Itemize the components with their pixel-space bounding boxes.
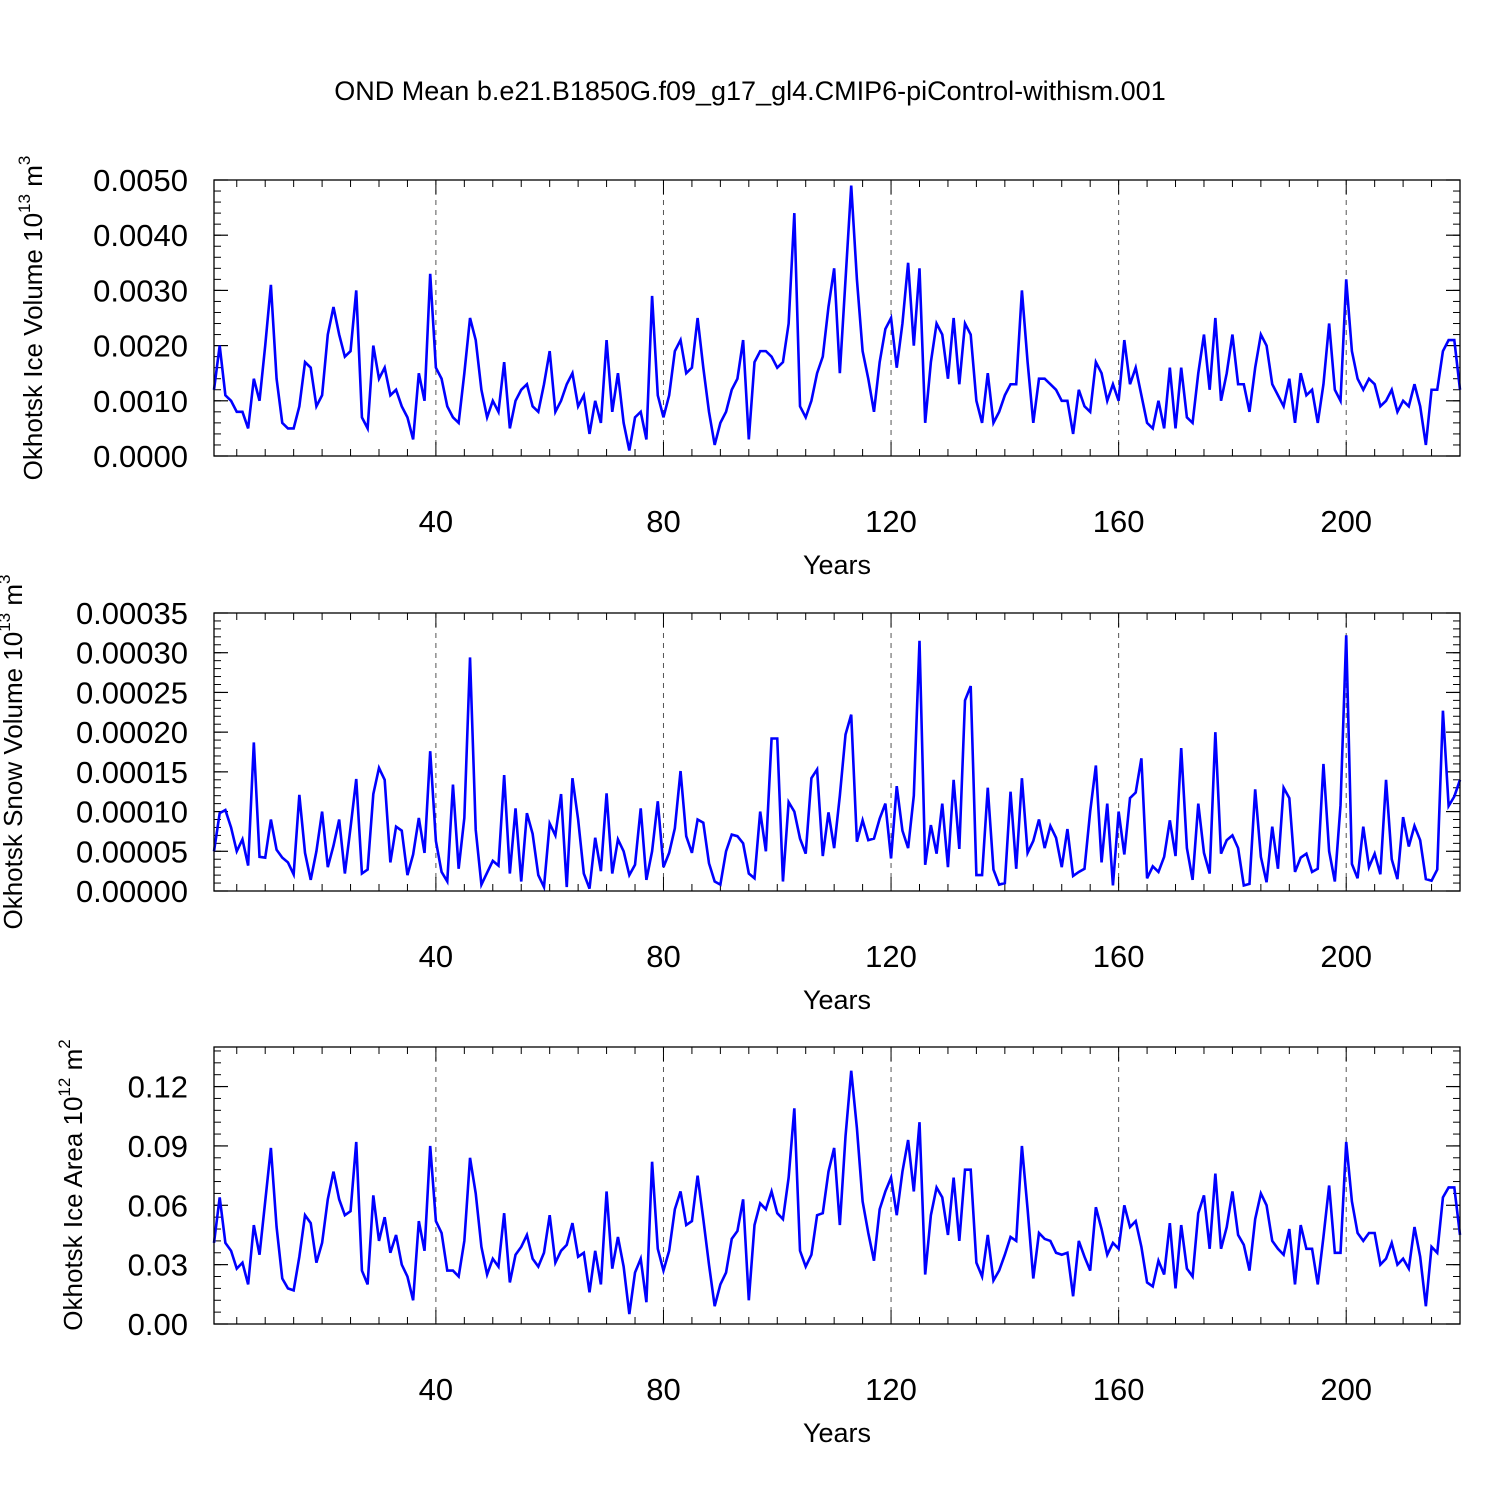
y-axis-label: Okhotsk Ice Volume 1013 m3 — [15, 156, 48, 481]
x-tick-label: 160 — [1093, 939, 1145, 974]
x-tick-label: 200 — [1320, 504, 1372, 539]
series-line-ice-volume — [212, 185, 1462, 451]
series-line-snow-volume — [212, 635, 1462, 892]
x-tick-label: 40 — [419, 1372, 453, 1407]
x-axis-label: Years — [803, 985, 871, 1015]
y-tick-label: 0.06 — [128, 1188, 188, 1223]
y-tick-label: 0.0030 — [93, 273, 188, 308]
panel-ice-area: 0.00 0.03 0.06 0.09 0.12 40 80 120 160 200 Years Ok… — [55, 1039, 1462, 1448]
y-tick-label: 0.00025 — [76, 675, 188, 710]
y-tick-label: 0.00 — [128, 1307, 188, 1342]
panel-snow-volume: 0.00000 0.00005 0.00010 0.00015 0.00020 0.000… — [0, 575, 1462, 1015]
x-tick-label: 80 — [646, 1372, 680, 1407]
x-tick-label: 120 — [865, 504, 917, 539]
plot-frame — [213, 179, 1461, 457]
y-tick-label: 0.00030 — [76, 636, 188, 671]
plot-frame — [213, 1046, 1461, 1325]
y-tick-label: 0.12 — [128, 1070, 188, 1105]
y-tick-label: 0.00005 — [76, 834, 188, 869]
x-tick-label: 80 — [646, 939, 680, 974]
y-tick-label: 0.0050 — [93, 163, 188, 198]
x-tick-label: 80 — [646, 504, 680, 539]
x-tick-label: 160 — [1093, 1372, 1145, 1407]
y-tick-label: 0.09 — [128, 1129, 188, 1164]
y-tick-label: 0.03 — [128, 1248, 188, 1283]
y-tick-label: 0.0010 — [93, 384, 188, 419]
y-tick-label: 0.0040 — [93, 218, 188, 253]
x-tick-label: 40 — [419, 504, 453, 539]
page-title: OND Mean b.e21.B1850G.f09_g17_gl4.CMIP6-… — [334, 76, 1166, 106]
y-tick-label: 0.00010 — [76, 795, 188, 830]
y-axis-label: Okhotsk Snow Volume 1013 m3 — [0, 575, 28, 930]
y-tick-label: 0.00020 — [76, 715, 188, 750]
x-tick-label: 120 — [865, 1372, 917, 1407]
y-tick-label: 0.00000 — [76, 874, 188, 909]
panel-ice-volume: 0.0000 0.0010 0.0020 0.0030 0.0040 0.0050 40 80… — [15, 156, 1462, 580]
y-axis-label: Okhotsk Ice Area 1012 m2 — [55, 1039, 88, 1330]
plot-frame — [213, 612, 1461, 892]
series-line-ice-area — [212, 1070, 1462, 1315]
y-tick-label: 0.00015 — [76, 755, 188, 790]
x-tick-label: 200 — [1320, 939, 1372, 974]
y-tick-label: 0.0000 — [93, 439, 188, 474]
x-axis-label: Years — [803, 1418, 871, 1448]
y-tick-label: 0.0020 — [93, 329, 188, 364]
x-tick-label: 160 — [1093, 504, 1145, 539]
x-tick-label: 200 — [1320, 1372, 1372, 1407]
x-axis-label: Years — [803, 550, 871, 580]
x-tick-label: 40 — [419, 939, 453, 974]
y-tick-label: 0.00035 — [76, 596, 188, 631]
x-tick-label: 120 — [865, 939, 917, 974]
